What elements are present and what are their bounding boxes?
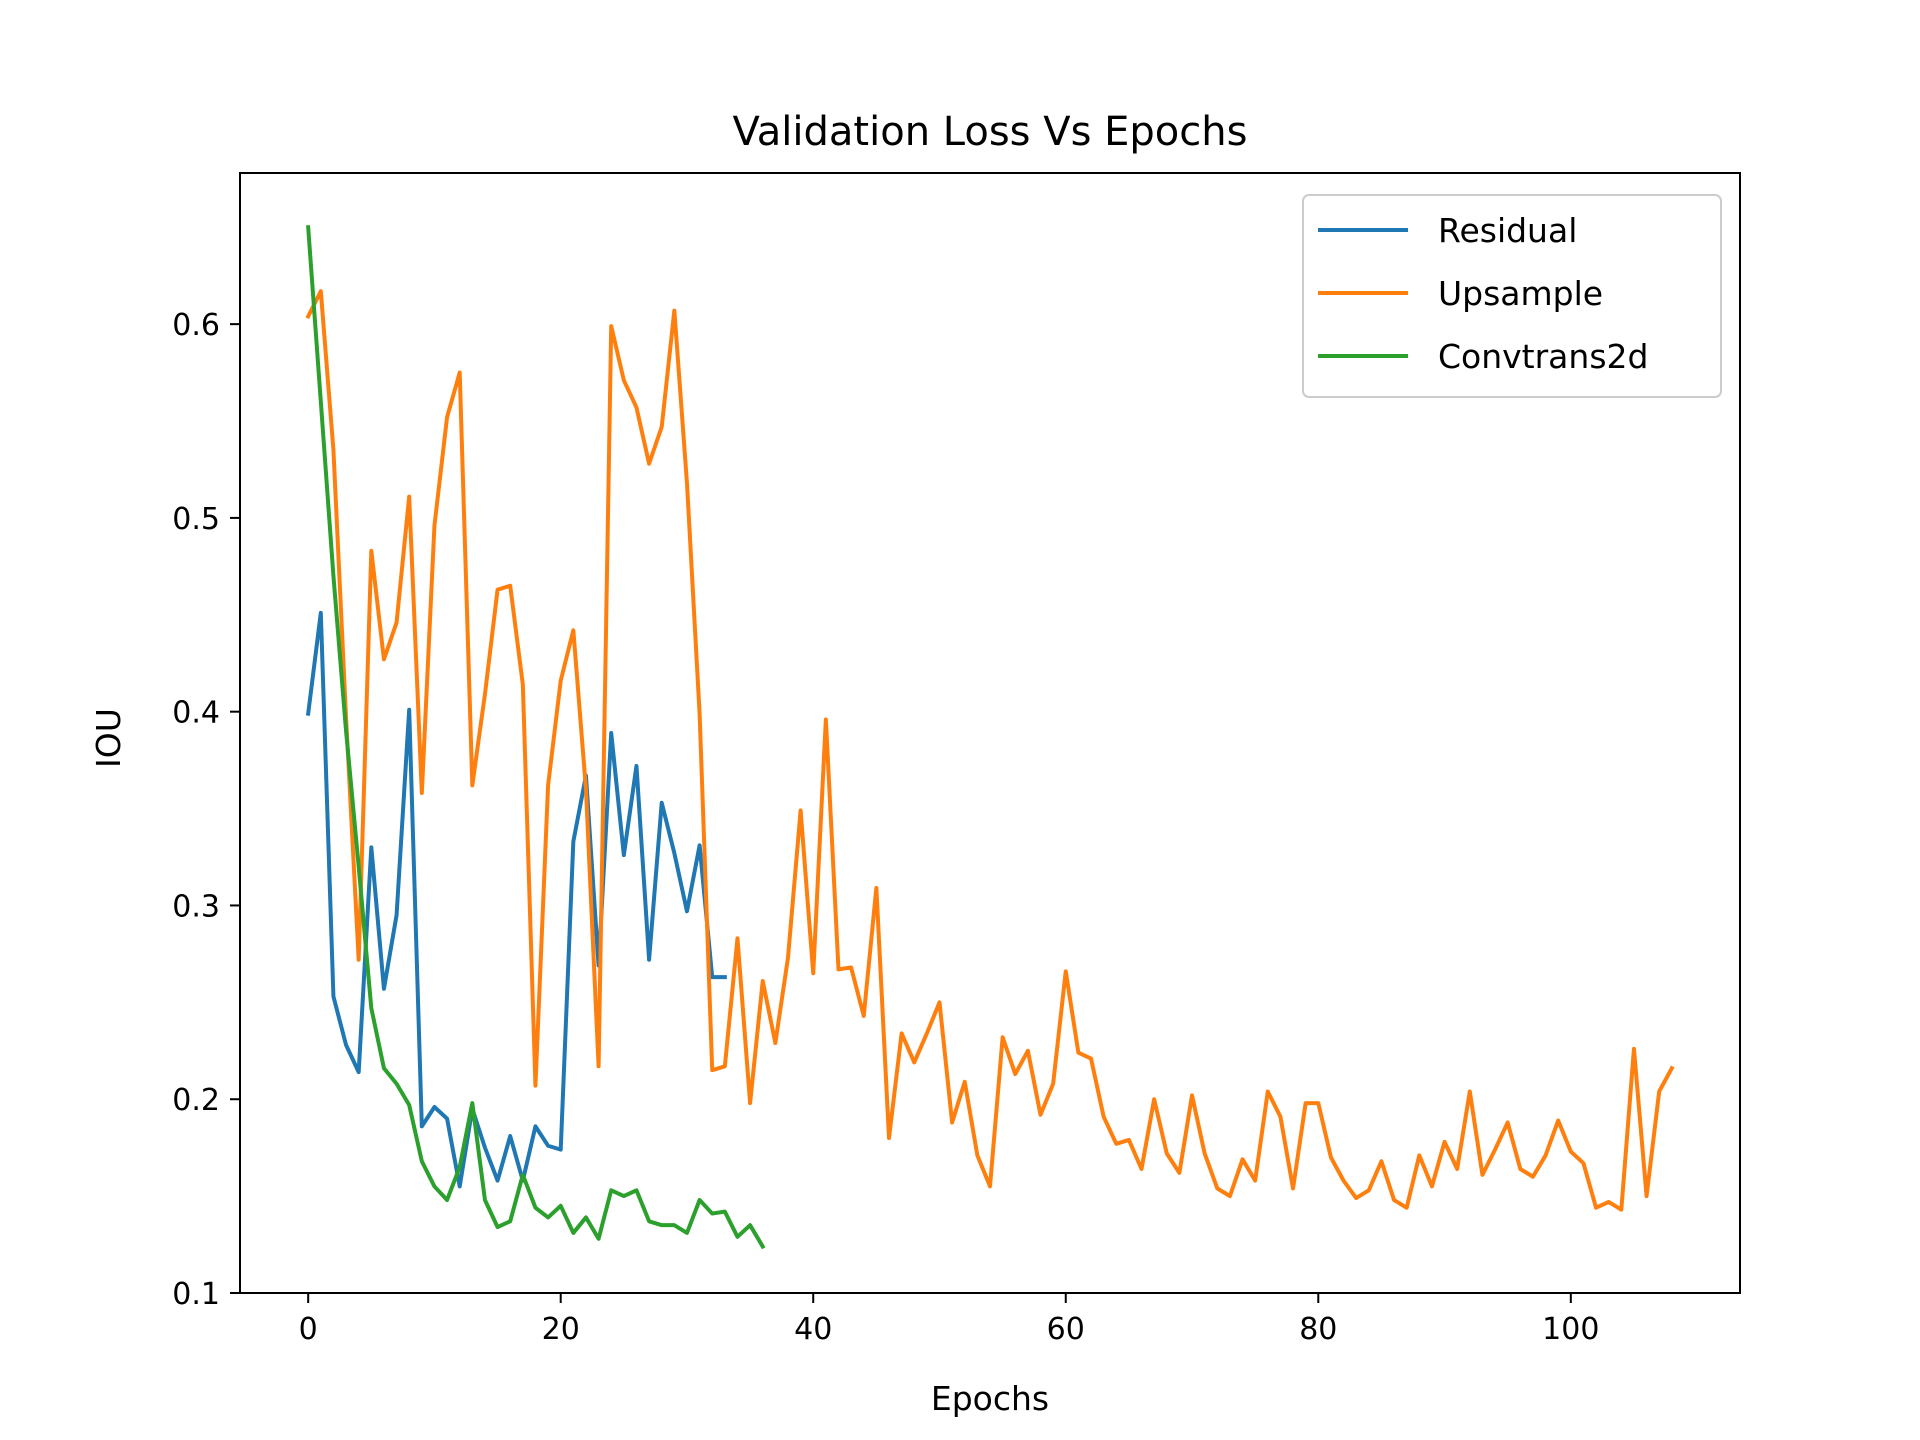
y-tick-label: 0.6 (172, 308, 220, 343)
y-tick-label: 0.2 (172, 1083, 220, 1118)
x-tick-label: 100 (1542, 1312, 1599, 1347)
y-tick-label: 0.4 (172, 696, 220, 731)
tick-layer: 0 20 40 60 80 100 0.1 0.2 0.3 0.4 0.5 0.6 (172, 308, 1599, 1347)
series-line-residual (305, 610, 727, 1189)
legend-label-upsample: Upsample (1438, 274, 1603, 313)
x-axis-title: Epochs (931, 1379, 1049, 1418)
x-tick-label: 80 (1299, 1312, 1337, 1347)
legend-box (1302, 194, 1722, 398)
x-tick-label: 20 (542, 1312, 580, 1347)
x-tick-label: 40 (794, 1312, 832, 1347)
legend-label-residual: Residual (1438, 211, 1577, 250)
series-layer (305, 225, 1675, 1250)
legend: Residual Upsample Convtrans2d (1302, 194, 1722, 398)
y-tick-label: 0.1 (172, 1277, 220, 1312)
y-tick-label: 0.5 (172, 502, 220, 537)
chart-title: Validation Loss Vs Epochs (733, 109, 1248, 155)
y-tick-label: 0.3 (172, 889, 220, 924)
series-line-convtrans2d (306, 225, 766, 1250)
x-tick-label: 60 (1047, 1312, 1085, 1347)
x-tick-label: 0 (299, 1312, 318, 1347)
legend-label-convtrans2d: Convtrans2d (1438, 337, 1648, 376)
series-line-upsample (305, 289, 1675, 1212)
plot-frame (239, 172, 1741, 1294)
y-axis-title: IOU (89, 708, 128, 768)
